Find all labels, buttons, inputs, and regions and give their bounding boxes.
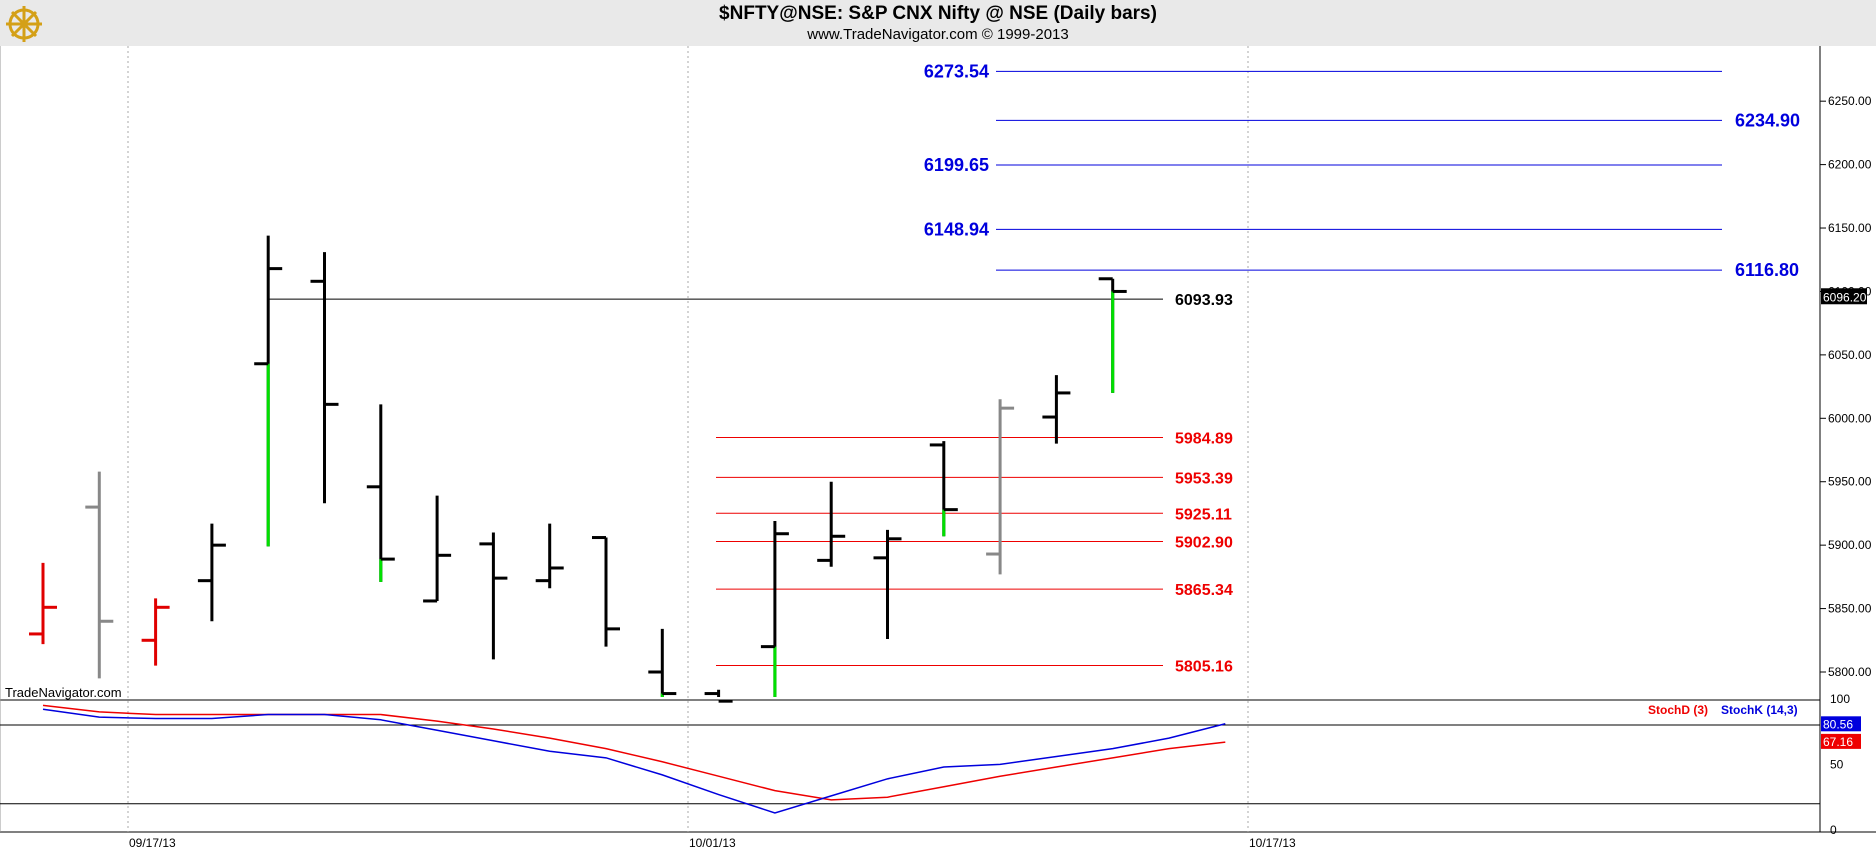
stoch-y-tick-label: 50: [1830, 757, 1844, 771]
ohlc-bar: [648, 628, 677, 697]
y-tick-label: 6250.00: [1828, 94, 1872, 108]
y-tick-label: 6050.00: [1828, 348, 1872, 362]
red-level-label: 5925.11: [1175, 506, 1232, 523]
ohlc-bar: [535, 523, 564, 589]
blue-level-label: 6273.54: [924, 61, 989, 81]
ohlc-bar: [817, 481, 846, 567]
stoch-k-legend: StochK (14,3): [1721, 703, 1798, 717]
chart-header: [0, 0, 1876, 46]
blue-level-label: 6199.65: [924, 155, 989, 175]
ohlc-bar: [479, 532, 508, 660]
ohlc-bar: [85, 471, 114, 679]
stoch-k-line: [42, 708, 1226, 814]
ohlc-bar: [423, 495, 452, 603]
ohlc-bar: [1042, 375, 1071, 444]
price-bars-layer: [29, 235, 1127, 703]
watermark: TradeNavigator.com: [5, 685, 122, 700]
stoch-d-line: [42, 704, 1226, 801]
ohlc-bar: [1098, 277, 1127, 393]
red-level-label: 5953.39: [1175, 470, 1233, 487]
ohlc-bar: [760, 521, 789, 697]
y-tick-label: 5850.00: [1828, 602, 1872, 616]
last-price-badge: [1821, 288, 1867, 305]
stoch-d-legend: StochD (3): [1648, 703, 1708, 717]
stoch-y-tick-label: 100: [1830, 692, 1850, 706]
ohlc-bar: [141, 598, 170, 666]
ohlc-bar: [929, 441, 958, 537]
y-tick-label: 6200.00: [1828, 158, 1872, 172]
levels-layer: 6273.54 6234.90 6199.65 6148.94 6116.80 5984.…: [268, 61, 1800, 675]
red-level-label: 5902.90: [1175, 534, 1233, 551]
blue-level-label: 6234.90: [1735, 110, 1800, 130]
ohlc-bar: [254, 235, 283, 547]
y-tick-label: 5800.00: [1828, 665, 1872, 679]
red-level-label: 5984.89: [1175, 430, 1233, 447]
last-price-label: 6096.20: [1823, 290, 1867, 304]
red-level-label: 5865.34: [1175, 582, 1233, 599]
ohlc-bar: [986, 399, 1015, 575]
stoch-d-value: 67.16: [1823, 735, 1853, 749]
y-tick-label: 5900.00: [1828, 538, 1872, 552]
chart-subtitle: www.TradeNavigator.com © 1999-2013: [807, 26, 1069, 43]
x-tick-label: 09/17/13: [129, 836, 176, 850]
blue-level-label: 6116.80: [1735, 260, 1799, 280]
ohlc-bar: [29, 562, 57, 645]
ohlc-bar: [310, 252, 339, 504]
chart-title: $NFTY@NSE: S&P CNX Nifty @ NSE (Daily ba…: [719, 3, 1157, 24]
y-tick-label: 6000.00: [1828, 411, 1872, 425]
y-tick-label: 6150.00: [1828, 221, 1872, 235]
stoch-k-value: 80.56: [1823, 717, 1853, 731]
stoch-k-badge: [1821, 716, 1861, 732]
ohlc-bar: [197, 523, 226, 622]
stochastic-layer: StochD (3) StochK (14,3): [0, 703, 1820, 814]
stoch-y-tick-label: 0: [1830, 823, 1837, 837]
ohlc-bar: [592, 536, 620, 647]
tradenavigator-logo-icon: [6, 6, 42, 42]
ohlc-bar: [366, 404, 395, 582]
ohlc-bar: [873, 529, 902, 640]
reference-line-label: 6093.93: [1175, 292, 1233, 309]
stoch-d-badge: [1821, 733, 1861, 749]
y-tick-label: 5950.00: [1828, 475, 1872, 489]
axis-layer: 09/17/13 10/01/13 10/17/13 5800.00 5850.00 59…: [129, 94, 1872, 850]
red-level-label: 5805.16: [1175, 658, 1233, 675]
x-tick-label: 10/01/13: [689, 836, 736, 850]
grid-layer: [0, 46, 1876, 833]
ohlc-bar: [704, 689, 733, 703]
blue-level-label: 6148.94: [924, 219, 989, 239]
x-tick-label: 10/17/13: [1249, 836, 1296, 850]
